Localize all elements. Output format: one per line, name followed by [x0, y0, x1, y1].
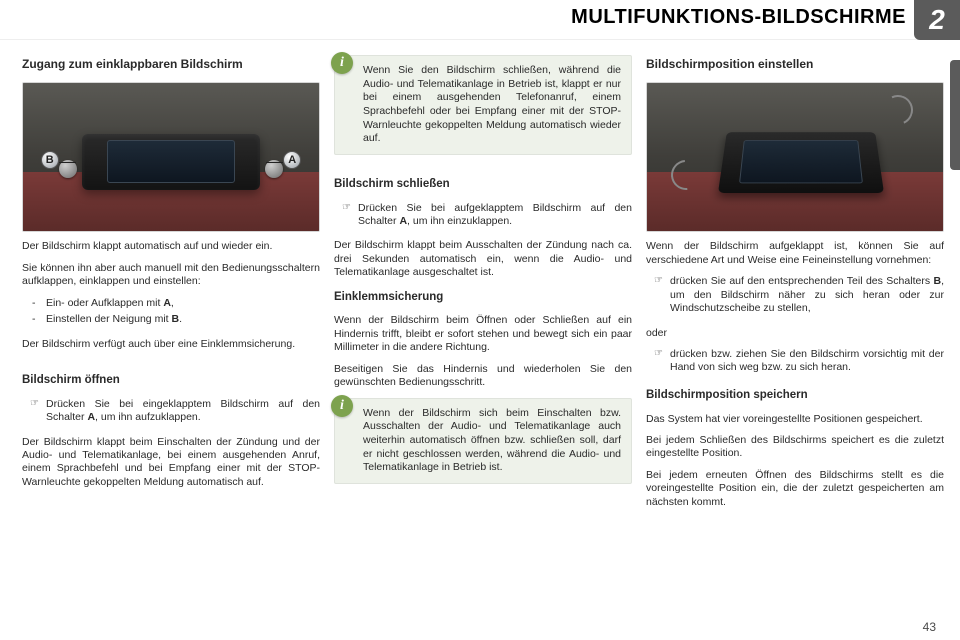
- chapter-title: MULTIFUNKTIONS-BILDSCHIRME: [571, 6, 906, 29]
- tilted-screen: [718, 132, 884, 193]
- screen-slot: [82, 134, 260, 190]
- spacer2: [334, 163, 632, 167]
- info-box-2: i Wenn der Bildschirm sich beim Einschal…: [334, 398, 632, 484]
- callout-line-a: [266, 162, 284, 163]
- knob-b: [59, 160, 77, 178]
- col2-list-close: Drücken Sie bei aufgeklapptem Bildschirm…: [334, 202, 632, 232]
- info-box-1: i Wenn Sie den Bildschirm schließen, wäh…: [334, 55, 632, 155]
- col3-p4: Bei jedem erneuten Öffnen des Bildschirm…: [646, 469, 944, 509]
- col1-p2: Sie können ihn aber auch manuell mit den…: [22, 262, 320, 289]
- col3-li2: drücken bzw. ziehen Sie den Bildschirm v…: [656, 348, 944, 375]
- col3-list-adjust-2: drücken bzw. ziehen Sie den Bildschirm v…: [646, 348, 944, 378]
- col1-li2: Einstellen der Neigung mit B.: [32, 313, 320, 326]
- col1-li3-post: , um ihn aufzuklappen.: [95, 411, 201, 423]
- figure-screen-controls: B A: [22, 82, 320, 232]
- col2-p3: Beseitigen Sie das Hindernis und wiederh…: [334, 363, 632, 390]
- col1-p3: Der Bildschirm verfügt auch über eine Ei…: [22, 338, 320, 351]
- col2-heading-pinch: Einklemmsicherung: [334, 290, 632, 305]
- column-2: i Wenn Sie den Bildschirm schließen, wäh…: [334, 55, 632, 628]
- info-icon-2: i: [331, 395, 353, 417]
- col3-heading-save: Bildschirmposition speichern: [646, 388, 944, 403]
- col3-p2: Das System hat vier voreingestellte Posi…: [646, 413, 944, 426]
- callout-line-b: [59, 162, 77, 163]
- col3-list-adjust: drücken Sie auf den entsprechenden Teil …: [646, 275, 944, 318]
- col1-li2-b: B: [171, 313, 179, 325]
- col1-li2-post: .: [179, 313, 182, 325]
- col3-p1: Wenn der Bildschirm aufgeklappt ist, kön…: [646, 240, 944, 267]
- page: MULTIFUNKTIONS-BILDSCHIRME 2 Zugang zum …: [0, 0, 960, 640]
- col1-heading-access: Zugang zum einklappbaren Bildschirm: [22, 57, 320, 72]
- tilted-screen-inner: [739, 140, 863, 184]
- col3-heading-position: Bildschirmposition einstellen: [646, 57, 944, 72]
- col1-li1-pre: Ein- oder Aufklappen mit: [46, 297, 163, 309]
- col3-p3: Bei jedem Schließen des Bildschirms spei…: [646, 434, 944, 461]
- col2-li1-post: , um ihn einzuklappen.: [407, 215, 512, 227]
- column-1: Zugang zum einklappbaren Bildschirm B A …: [22, 55, 320, 628]
- info-box-1-text: Wenn Sie den Bildschirm schließen, währe…: [363, 64, 621, 144]
- col2-heading-close: Bildschirm schließen: [334, 177, 632, 192]
- col1-li1: Ein- oder Aufklappen mit A,: [32, 297, 320, 310]
- col2-p2: Wenn der Bildschirm beim Öffnen oder Sch…: [334, 314, 632, 354]
- col2-li1-b: A: [399, 215, 407, 227]
- col3-li1-b: B: [933, 275, 941, 287]
- side-tab: [950, 60, 960, 170]
- spacer: [22, 359, 320, 363]
- column-3: Bildschirmposition einstellen Wenn der B…: [646, 55, 944, 628]
- top-band: MULTIFUNKTIONS-BILDSCHIRME 2: [0, 0, 960, 40]
- info-icon: i: [331, 52, 353, 74]
- col1-li1-b: A: [163, 297, 171, 309]
- col1-li3-b: A: [87, 411, 95, 423]
- col2-li1: Drücken Sie bei aufgeklapptem Bildschirm…: [344, 202, 632, 229]
- col1-li2-pre: Einstellen der Neigung mit: [46, 313, 171, 325]
- figure-screen-tilt: [646, 82, 944, 232]
- screen-inner: [107, 140, 235, 183]
- col1-heading-open: Bildschirm öffnen: [22, 373, 320, 388]
- col1-li3: Drücken Sie bei eingeklapptem Bildschirm…: [32, 398, 320, 425]
- col1-p4: Der Bildschirm klappt beim Einschalten d…: [22, 436, 320, 490]
- col3-li1-pre: drücken Sie auf den entsprechenden Teil …: [670, 275, 933, 287]
- columns: Zugang zum einklappbaren Bildschirm B A …: [22, 55, 944, 628]
- page-number: 43: [923, 620, 936, 634]
- col2-p1: Der Bildschirm klappt beim Ausschalten d…: [334, 239, 632, 279]
- col1-p1: Der Bildschirm klappt automatisch auf un…: [22, 240, 320, 253]
- col3-oder: oder: [646, 327, 944, 340]
- col1-list-controls: Ein- oder Aufklappen mit A, Einstellen d…: [22, 297, 320, 330]
- chapter-number-tab: 2: [914, 0, 960, 40]
- col1-li1-post: ,: [171, 297, 174, 309]
- col3-li1: drücken Sie auf den entsprechenden Teil …: [656, 275, 944, 315]
- col1-list-open: Drücken Sie bei eingeklapptem Bildschirm…: [22, 398, 320, 428]
- info-box-2-text: Wenn der Bildschirm sich beim Einschalte…: [363, 407, 621, 474]
